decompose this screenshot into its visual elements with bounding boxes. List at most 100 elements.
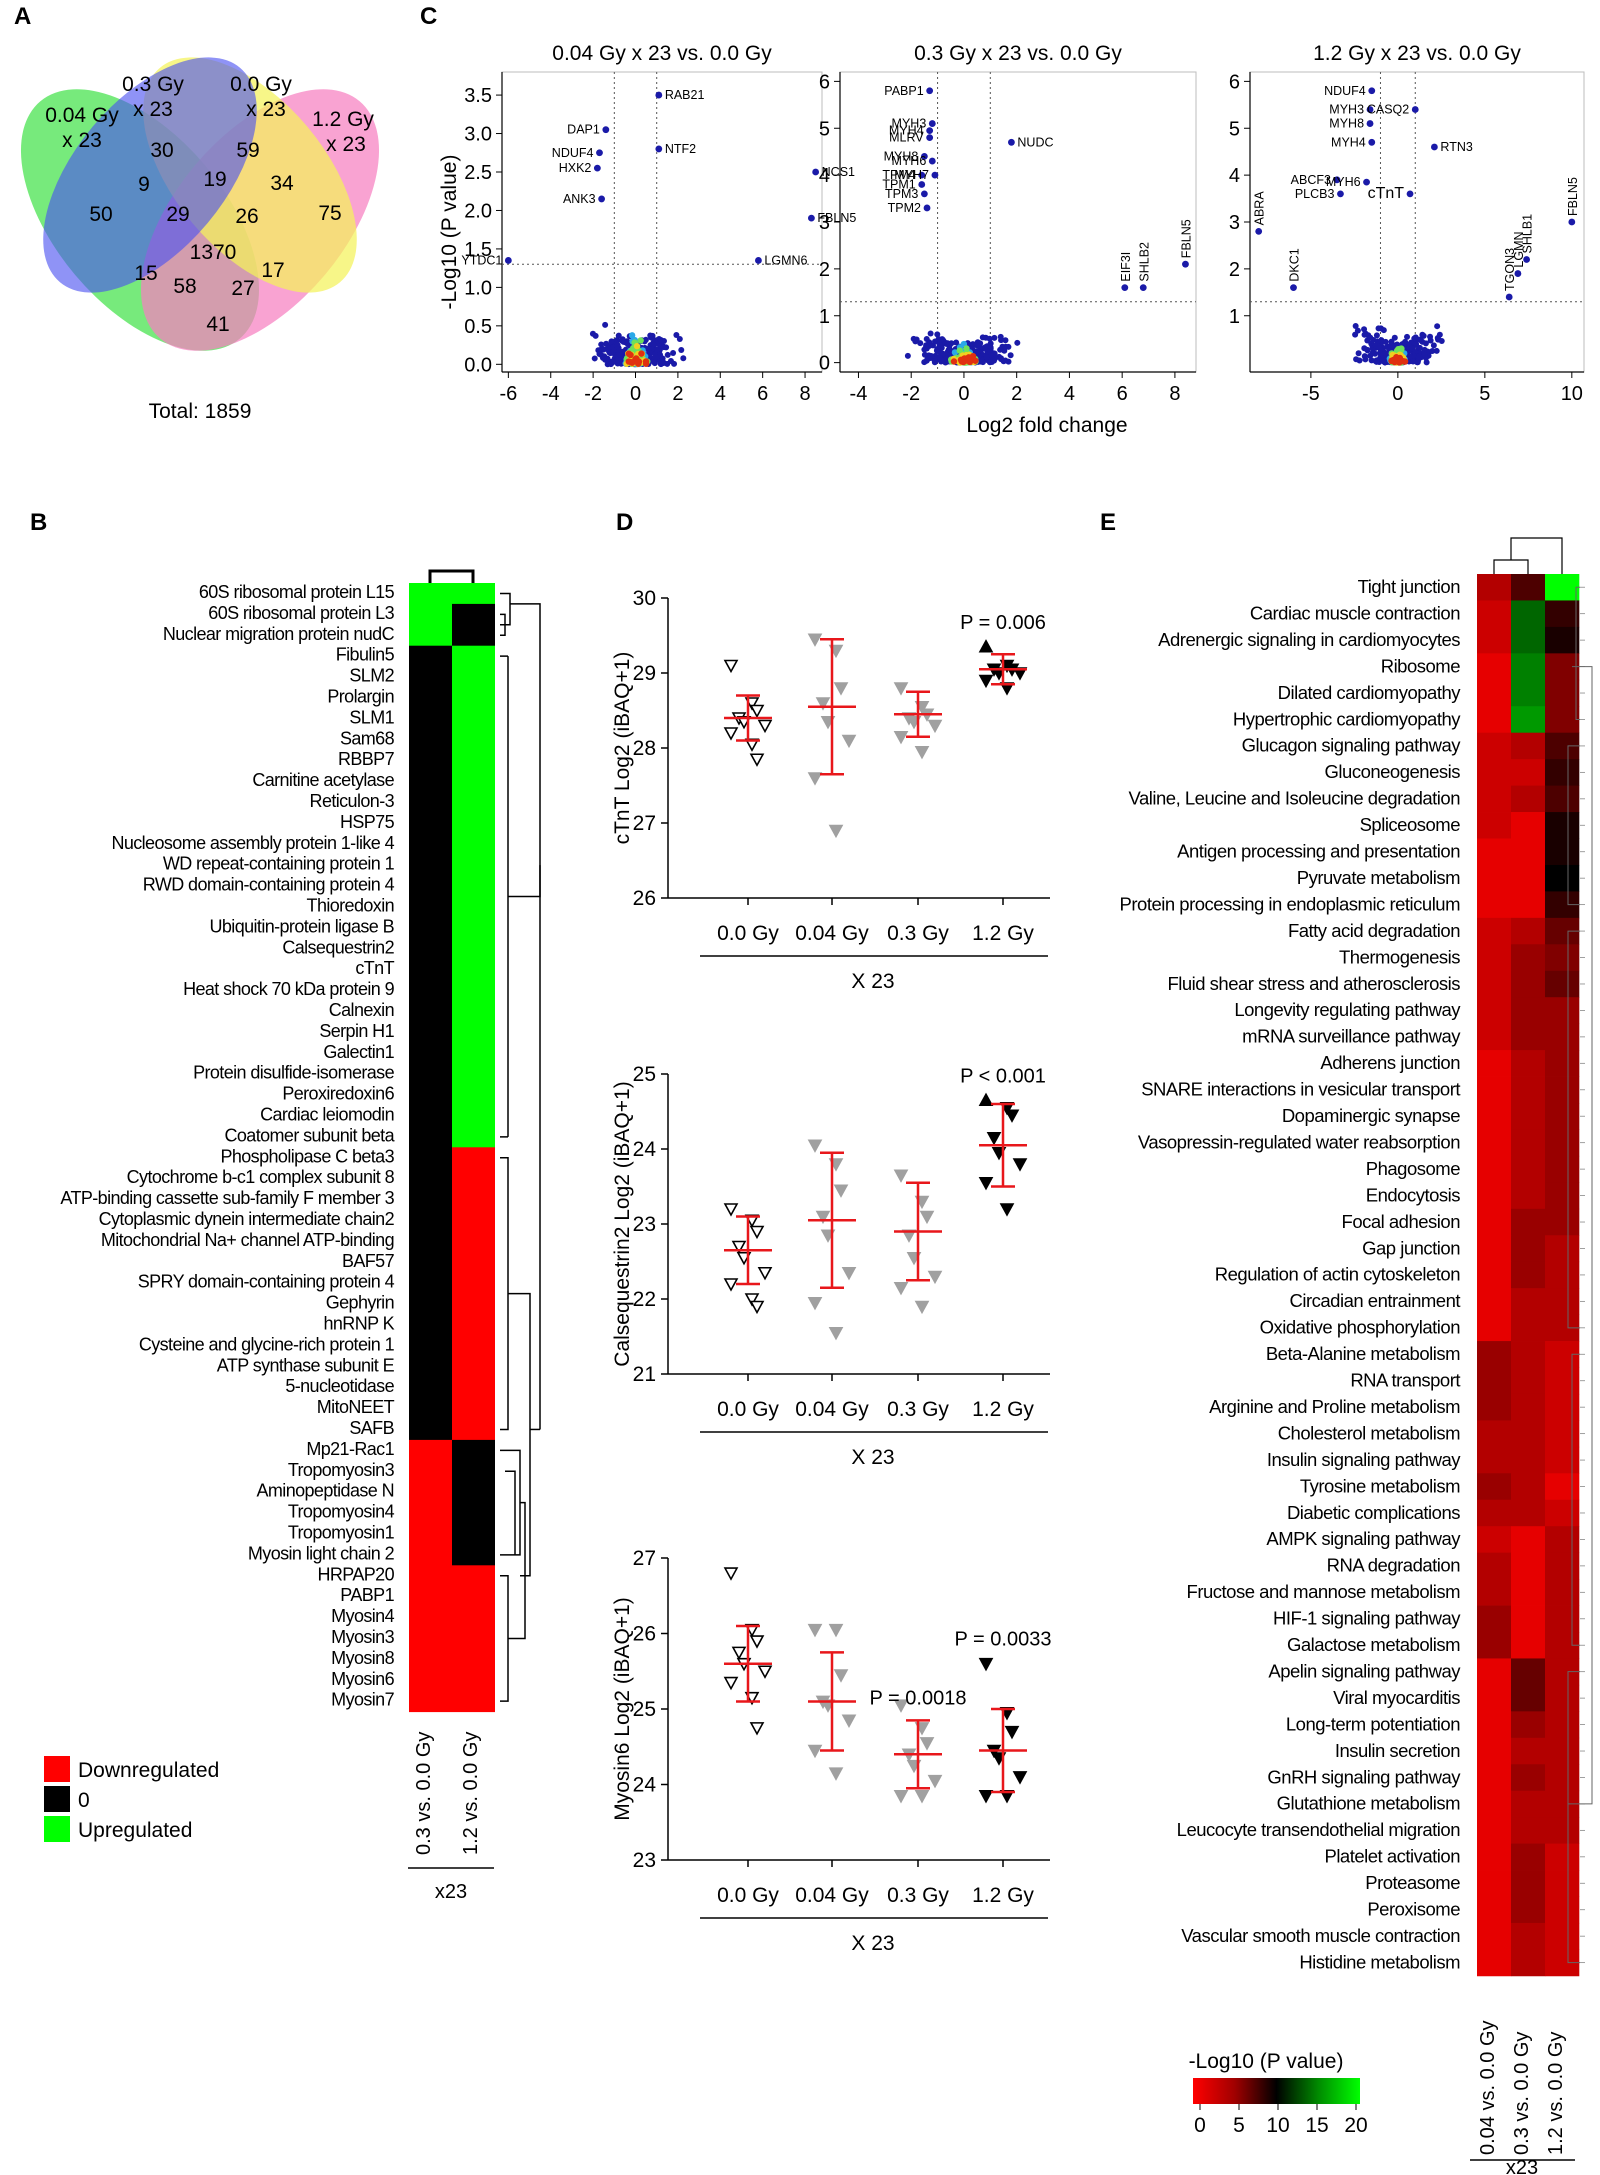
heatmap-e-cell xyxy=(1545,1896,1580,1924)
dot-point xyxy=(807,633,823,647)
heatmap-e-cell xyxy=(1477,600,1512,628)
dot-point xyxy=(978,1790,994,1804)
heatmap-b-row-dendrogram xyxy=(500,655,509,1138)
volcano-point-myh6 xyxy=(1363,178,1370,186)
heatmap-b-cell xyxy=(452,896,495,918)
dot-point xyxy=(841,1266,857,1281)
dot-point xyxy=(731,1646,747,1661)
heatmap-b-row-label: Cytoplasmic dynein intermediate chain2 xyxy=(99,1209,395,1229)
heatmap-b-row-label: Cysteine and glycine-rich protein 1 xyxy=(139,1334,395,1354)
heatmap-e-cell xyxy=(1477,1764,1512,1792)
heatmap-b-row-label: SLM1 xyxy=(349,707,394,727)
heatmap-b-cell xyxy=(452,1189,495,1211)
heatmap-b-cell xyxy=(452,1502,495,1524)
heatmap-e-row-label: Circadian entrainment xyxy=(1290,1290,1461,1311)
heatmap-b-cell xyxy=(452,1126,495,1148)
heatmap-b-cell xyxy=(452,1021,495,1044)
heatmap-b-row-label: Myosin8 xyxy=(331,1648,394,1668)
venn-set-0-3 xyxy=(43,57,257,293)
heatmap-b-cell xyxy=(452,1230,495,1253)
heatmap-e-cell xyxy=(1511,1949,1546,1977)
volcano-label: NCS1 xyxy=(822,165,855,179)
venn-label-0-0-line2: x 23 xyxy=(246,98,286,121)
heatmap-e-cell xyxy=(1477,1341,1512,1368)
heatmap-e-cell xyxy=(1511,812,1546,839)
dot-point xyxy=(723,1278,739,1292)
dot-point xyxy=(893,730,909,745)
heatmap-e-cell xyxy=(1511,1393,1546,1421)
volcano-label: DAP1 xyxy=(567,123,600,137)
heatmap-b-row-label: RBBP7 xyxy=(338,749,395,769)
heatmap-b-cell xyxy=(409,1356,452,1378)
heatmap-e-row-dendrogram xyxy=(1575,586,1580,720)
heatmap-e-row-label: Valine, Leucine and Isoleucine degradati… xyxy=(1129,788,1461,809)
heatmap-e-row-label: Adrenergic signaling in cardiomyocytes xyxy=(1158,629,1460,650)
volcano-label: LGMN6 xyxy=(764,253,807,267)
heatmap-b-cell xyxy=(409,729,452,751)
heatmap-b-group-label: x23 xyxy=(435,1881,467,1903)
volcano-point-tpm4 xyxy=(918,171,926,179)
volcano-point-fbln5 xyxy=(1182,260,1189,268)
volcano-label: HXK2 xyxy=(559,161,592,175)
heatmap-e-row-label: AMPK signaling pathway xyxy=(1266,1528,1461,1549)
panel-label-e: E xyxy=(1100,509,1116,536)
heatmap-b-cell xyxy=(409,1481,452,1504)
heatmap-b-cell xyxy=(452,875,495,897)
heatmap-e-cell xyxy=(1511,891,1546,919)
venn-count-by: 19 xyxy=(203,168,226,191)
heatmap-b-row-label: Gephyrin xyxy=(326,1293,394,1313)
heatmap-e-cell xyxy=(1477,864,1512,892)
dot-p-value: P < 0.001 xyxy=(960,1065,1046,1087)
volcano-y-tick: 2.5 xyxy=(464,162,492,184)
dot-point xyxy=(828,1623,844,1638)
dot-y-tick: 28 xyxy=(633,737,656,760)
dot-point xyxy=(731,1240,747,1255)
heatmap-e-cell xyxy=(1511,1817,1546,1844)
volcano-point-dap1 xyxy=(602,126,610,134)
heatmap-b-row-label: Myosin4 xyxy=(331,1606,394,1626)
dot-point xyxy=(833,682,849,696)
volcano-label: SHLB1 xyxy=(1521,214,1535,254)
dot-point xyxy=(1012,1771,1028,1785)
heatmap-b-row-label: MitoNEET xyxy=(317,1397,395,1417)
venn-count-byp: 26 xyxy=(235,205,258,228)
heatmap-e-cell xyxy=(1545,1579,1580,1606)
heatmap-b-cell xyxy=(452,1607,495,1629)
heatmap-e-column-2: 1.2 vs. 0.0 Gy xyxy=(1545,2032,1567,2155)
dot-point xyxy=(744,1293,760,1307)
dot-y-tick: 23 xyxy=(633,1213,656,1236)
volcano-y-tick: 1 xyxy=(819,306,830,328)
volcano-point-myh4 xyxy=(1368,138,1376,146)
heatmap-e-row-label: Galactose metabolism xyxy=(1287,1634,1460,1655)
heatmap-b-row-label: Myosin light chain 2 xyxy=(248,1543,395,1563)
dot-point xyxy=(999,1203,1015,1217)
heatmap-b-cell xyxy=(409,624,452,647)
heatmap-e-row-label: Dopaminergic synapse xyxy=(1282,1105,1460,1126)
volcano-x-tick: 0 xyxy=(958,383,969,405)
volcano-plot-1-2: 1.2 Gy x 23 vs. 0.0 Gy -5 0 5 10 1 2 3 4 5 6 NDUF4 M… xyxy=(1229,42,1585,405)
heatmap-e-cell xyxy=(1511,1632,1546,1659)
dot-x-group: X 23 xyxy=(851,1932,894,1955)
volcano-label: MYH4 xyxy=(889,124,924,138)
heatmap-e-cell xyxy=(1511,1658,1546,1686)
heatmap-b-row-label: Ubiquitin-protein ligase B xyxy=(209,916,394,936)
dot-x-category: 1.2 Gy xyxy=(972,1398,1034,1421)
volcano-point-myh8 xyxy=(920,152,928,160)
dot-point xyxy=(1004,1725,1020,1740)
heatmap-b-cell xyxy=(409,645,452,668)
heatmap-e-cell xyxy=(1545,626,1580,654)
heatmap-b-row-label: Prolargin xyxy=(327,687,394,707)
heatmap-e-cell xyxy=(1545,574,1580,601)
heatmap-e-cell xyxy=(1511,1341,1546,1368)
heatmap-b-cell xyxy=(409,917,452,939)
heatmap-b-cell xyxy=(452,687,495,709)
heatmap-e-cell xyxy=(1545,600,1580,628)
volcano-label: ABRA xyxy=(1253,191,1267,226)
heatmap-b-cell xyxy=(409,1607,452,1629)
volcano-y-tick: 2 xyxy=(819,259,830,281)
colorbar-tick: 10 xyxy=(1266,2114,1289,2137)
volcano-point-myh6 xyxy=(928,157,936,165)
dot-point xyxy=(833,1669,849,1683)
dot-point xyxy=(893,1699,909,1713)
